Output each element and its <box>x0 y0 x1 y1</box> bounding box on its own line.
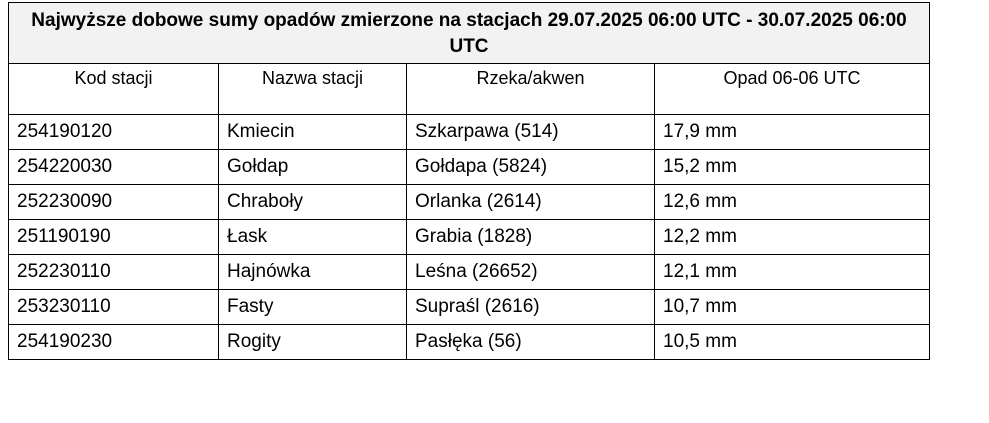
column-header: Rzeka/akwen <box>406 63 655 115</box>
table-cell: 12,2 mm <box>653 219 931 255</box>
table-cell: 251190190 <box>8 219 219 255</box>
table-cell: 254220030 <box>8 149 219 185</box>
table-cell: Leśna (26652) <box>406 254 655 290</box>
header-row: Kod stacji Nazwa stacji Rzeka/akwen Opad 06… <box>8 63 931 115</box>
table-cell: Pasłęka (56) <box>406 324 655 360</box>
table-cell: 10,5 mm <box>653 324 931 360</box>
table-cell: 254190120 <box>8 114 219 150</box>
data-row: 254190120 Kmiecin Szkarpawa (514) 17,9 mm <box>8 114 931 150</box>
table-cell: Szkarpawa (514) <box>406 114 655 150</box>
data-row: 253230110 Fasty Supraśl (2616) 10,7 mm <box>8 289 931 325</box>
table-cell: Gołdapa (5824) <box>406 149 655 185</box>
table-cell: Supraśl (2616) <box>406 289 655 325</box>
data-row: 252230090 Chraboły Orlanka (2614) 12,6 mm <box>8 184 931 220</box>
table-cell: Rogity <box>218 324 407 360</box>
table-cell: Gołdap <box>218 149 407 185</box>
table-cell: Grabia (1828) <box>406 219 655 255</box>
column-header: Kod stacji <box>8 63 219 115</box>
data-row: 254190230 Rogity Pasłęka (56) 10,5 mm <box>8 324 931 360</box>
title-row: Najwyższe dobowe sumy opadów zmierzone n… <box>7 2 931 64</box>
table-cell: 12,6 mm <box>653 184 931 220</box>
table-cell: Kmiecin <box>218 114 407 150</box>
table-title: Najwyższe dobowe sumy opadów zmierzone n… <box>7 2 931 64</box>
column-header: Nazwa stacji <box>218 63 407 115</box>
table-cell: 15,2 mm <box>653 149 931 185</box>
table-cell: 254190230 <box>8 324 219 360</box>
table-cell: 10,7 mm <box>653 289 931 325</box>
column-header: Opad 06-06 UTC <box>653 63 931 115</box>
table-cell: Fasty <box>218 289 407 325</box>
table-cell: 12,1 mm <box>653 254 931 290</box>
table-cell: 252230090 <box>8 184 219 220</box>
table-cell: 253230110 <box>8 289 219 325</box>
data-row: 252230110 Hajnówka Leśna (26652) 12,1 mm <box>8 254 931 290</box>
data-row: 251190190 Łask Grabia (1828) 12,2 mm <box>8 219 931 255</box>
precipitation-table: Najwyższe dobowe sumy opadów zmierzone n… <box>7 2 931 360</box>
data-row: 254220030 Gołdap Gołdapa (5824) 15,2 mm <box>8 149 931 185</box>
table-cell: Hajnówka <box>218 254 407 290</box>
table-cell: Łask <box>218 219 407 255</box>
table-cell: Chraboły <box>218 184 407 220</box>
table-cell: 17,9 mm <box>653 114 931 150</box>
table-cell: Orlanka (2614) <box>406 184 655 220</box>
table-cell: 252230110 <box>8 254 219 290</box>
table-container: Najwyższe dobowe sumy opadów zmierzone n… <box>7 2 931 360</box>
